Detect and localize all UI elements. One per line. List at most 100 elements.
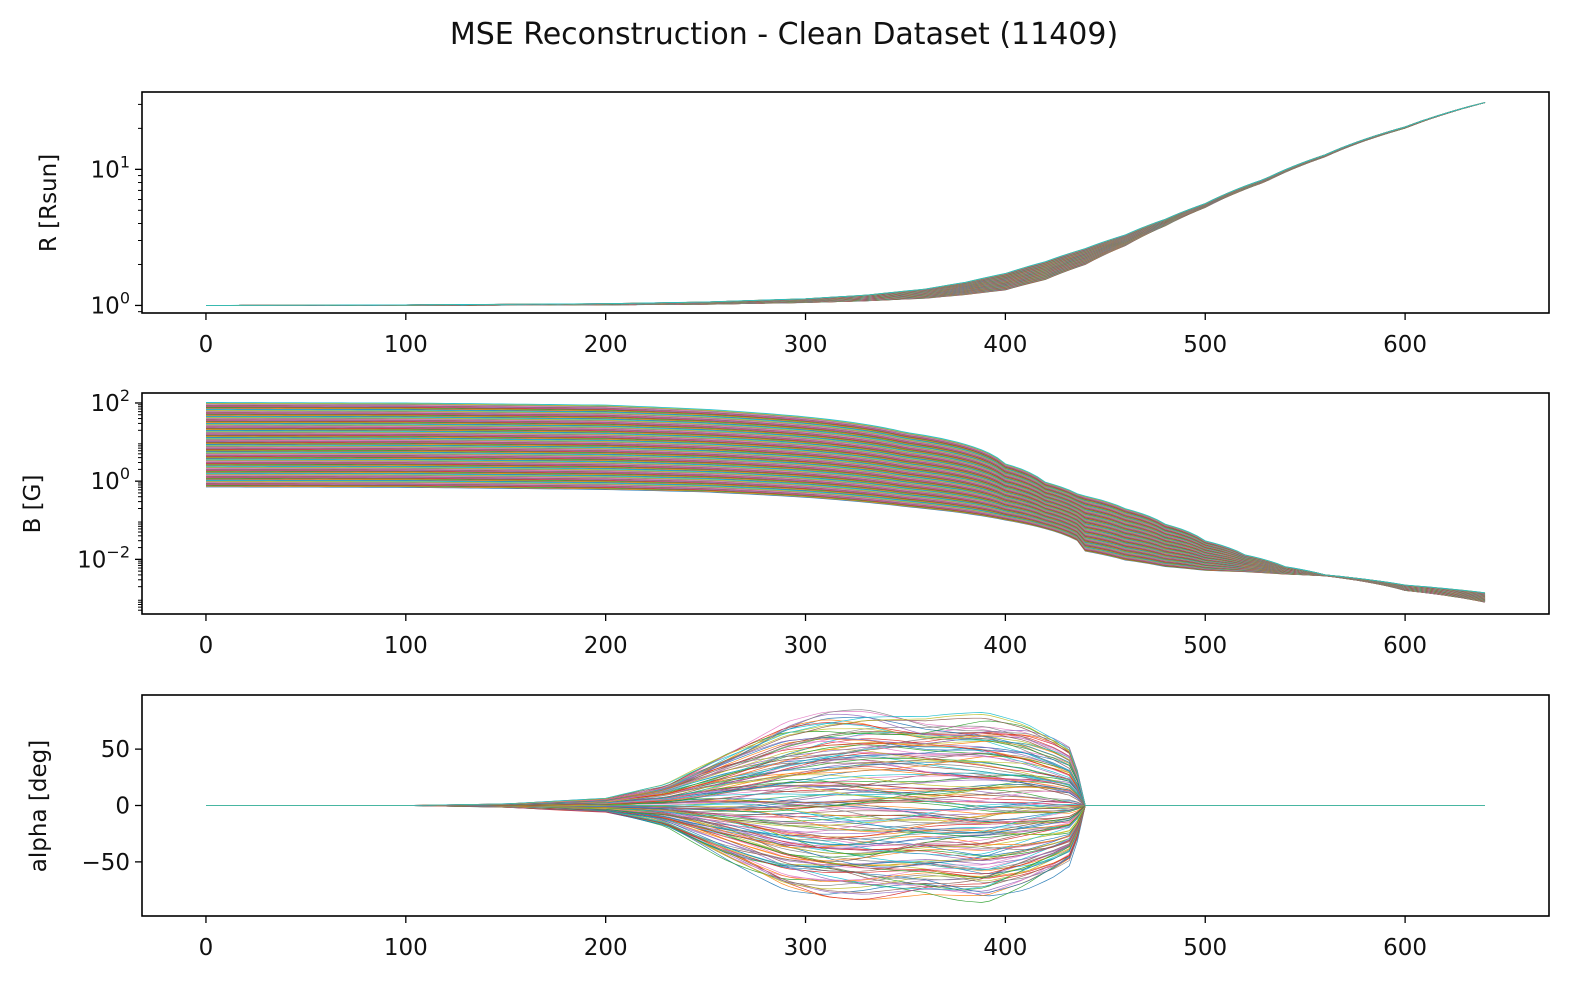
series-line — [206, 102, 1486, 306]
series-line — [206, 805, 1485, 815]
series-line — [206, 102, 1486, 306]
series-line — [206, 102, 1486, 306]
series-line — [206, 102, 1486, 306]
series-line — [206, 805, 1485, 820]
series-line — [206, 102, 1486, 306]
series-line — [206, 102, 1486, 306]
x-tick-label: 200 — [584, 332, 628, 358]
series-line — [206, 805, 1485, 860]
series-line — [206, 102, 1486, 306]
x-tick-label: 600 — [1383, 633, 1427, 659]
series-line — [206, 102, 1486, 306]
series-line — [206, 102, 1486, 306]
x-tick-label: 100 — [384, 332, 428, 358]
series-line — [206, 102, 1486, 306]
series-line — [206, 102, 1486, 306]
series-line — [206, 102, 1486, 306]
series-line — [206, 102, 1486, 306]
series-line — [206, 805, 1485, 901]
series-line — [206, 102, 1486, 306]
series-line — [206, 102, 1486, 306]
series-line — [206, 805, 1485, 865]
series-line — [206, 402, 1486, 594]
series-line — [206, 756, 1485, 806]
panel-radius: R [Rsun] 0 100 200 300 400 500 600 100 101 — [36, 91, 1550, 358]
y-tick-label: 102 — [91, 386, 130, 417]
y-tick-label: 0 — [115, 794, 130, 820]
series-line — [206, 102, 1486, 306]
y-tick-label: 50 — [101, 737, 130, 763]
x-tick-label: 300 — [784, 332, 828, 358]
series-line — [206, 102, 1486, 306]
x-tick-label: 100 — [384, 935, 428, 961]
series-line — [206, 102, 1486, 306]
series-line — [206, 102, 1486, 306]
series-line — [206, 752, 1485, 806]
x-tick-label: 500 — [1183, 633, 1227, 659]
series-line — [206, 102, 1486, 306]
series-line — [206, 102, 1486, 306]
x-tick-label: 600 — [1383, 332, 1427, 358]
y-tick-label: 100 — [91, 288, 130, 319]
series-line — [206, 102, 1486, 306]
x-tick-label: 300 — [784, 935, 828, 961]
series-line — [206, 483, 1486, 603]
series-line — [206, 102, 1486, 306]
series-line — [206, 102, 1486, 306]
plot-frame — [141, 392, 1550, 615]
series-line — [206, 102, 1486, 306]
series-line — [206, 102, 1486, 306]
series-line — [206, 102, 1486, 306]
y-tick-label: 101 — [91, 152, 130, 183]
series-line — [206, 752, 1485, 806]
series-line — [206, 102, 1486, 306]
series-line — [206, 102, 1486, 306]
series-line — [206, 102, 1486, 306]
series-line — [206, 102, 1486, 306]
series-line — [206, 102, 1486, 306]
series-line — [206, 102, 1486, 306]
series-line — [206, 102, 1486, 306]
y-axis-label-magnetic-field: B [G] — [20, 475, 46, 534]
y-tick-label: −50 — [81, 850, 130, 876]
series-line — [206, 102, 1486, 306]
series-line — [206, 102, 1486, 306]
series-line — [206, 102, 1486, 306]
x-tick-label: 200 — [584, 633, 628, 659]
series-line — [206, 102, 1486, 306]
series-line — [206, 102, 1486, 306]
series-line — [206, 102, 1486, 306]
series-line — [206, 102, 1486, 306]
series-line — [206, 803, 1485, 822]
series-line — [206, 102, 1486, 306]
x-tick-label: 500 — [1183, 935, 1227, 961]
series-line — [206, 102, 1486, 306]
series-line — [206, 805, 1485, 849]
series-line — [206, 712, 1485, 806]
series-line — [206, 102, 1486, 306]
y-axis-label-radius: R [Rsun] — [36, 154, 62, 252]
series-line — [206, 102, 1486, 306]
y-tick-label: 10−2 — [77, 542, 130, 573]
series-line — [206, 486, 1486, 603]
series-line — [206, 102, 1486, 306]
series-line — [206, 102, 1486, 306]
series-line — [206, 805, 1485, 882]
series-line — [206, 102, 1486, 306]
y-tick-label: 100 — [91, 464, 130, 495]
series-line — [206, 102, 1486, 306]
x-tick-label: 0 — [199, 935, 214, 961]
series-line — [206, 102, 1486, 306]
series-line — [206, 102, 1486, 306]
series-line — [206, 102, 1486, 306]
series-line — [206, 102, 1486, 306]
x-tick-label: 200 — [584, 935, 628, 961]
series-line — [206, 102, 1486, 306]
series-line — [206, 740, 1485, 806]
series-line — [206, 102, 1486, 306]
series-lines — [206, 102, 1486, 306]
series-line — [206, 102, 1486, 306]
series-line — [206, 102, 1486, 306]
series-line — [206, 485, 1486, 603]
